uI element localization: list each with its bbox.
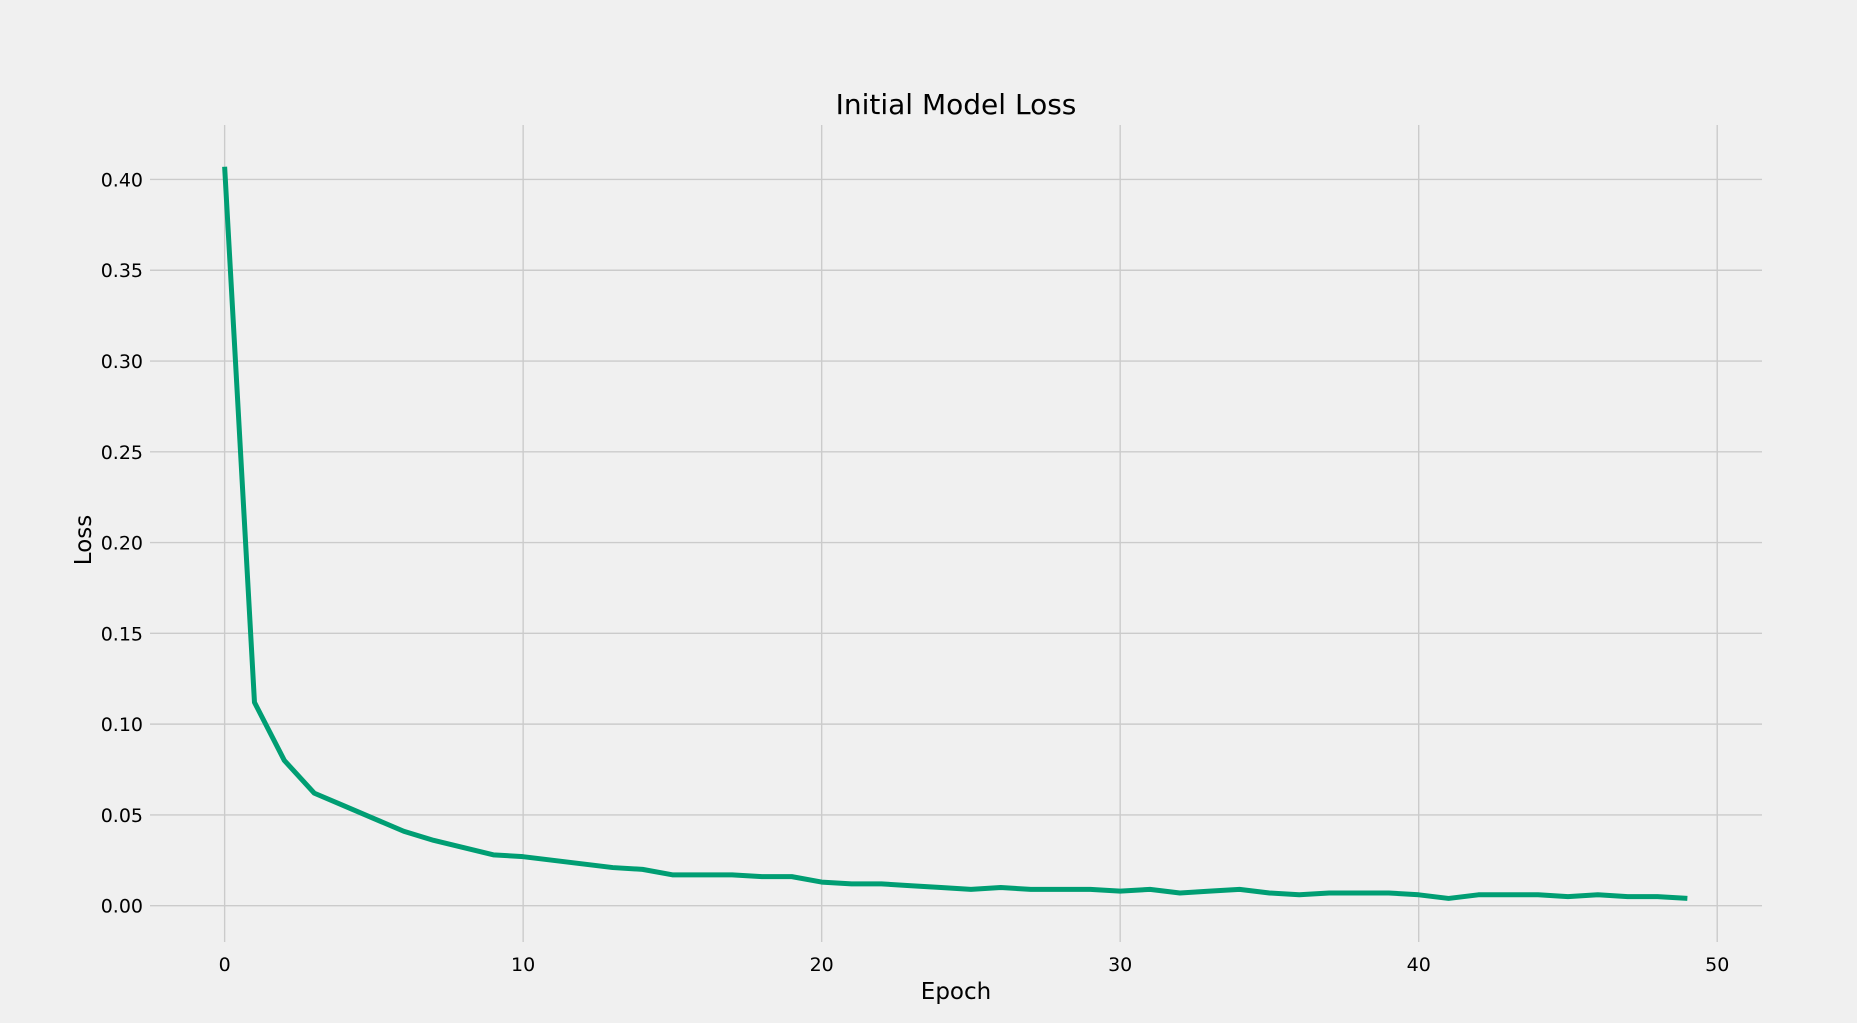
x-tick-label: 10 xyxy=(511,954,535,976)
x-tick-label: 0 xyxy=(219,954,231,976)
y-tick-label: 0.30 xyxy=(101,351,143,373)
x-axis-label: Epoch xyxy=(921,979,991,1005)
y-tick-label: 0.40 xyxy=(101,169,143,191)
y-axis-label: Loss xyxy=(71,515,97,565)
x-tick-label: 40 xyxy=(1407,954,1431,976)
y-tick-label: 0.20 xyxy=(101,533,143,555)
y-tick-label: 0.05 xyxy=(101,805,143,827)
y-tick-label: 0.00 xyxy=(101,896,143,918)
gridlines xyxy=(150,125,1762,942)
x-tick-label: 30 xyxy=(1108,954,1132,976)
chart-title: Initial Model Loss xyxy=(836,88,1077,121)
y-tick-label: 0.35 xyxy=(101,260,143,282)
y-tick-label: 0.25 xyxy=(101,442,143,464)
loss-series-line xyxy=(222,166,1688,901)
y-tick-label: 0.10 xyxy=(101,714,143,736)
y-tick-label: 0.15 xyxy=(101,623,143,645)
tick-labels: 0 10 20 30 40 50 0.00 0.05 0.10 0.15 0.20 0.25 0.30 0… xyxy=(101,169,1730,976)
x-tick-label: 20 xyxy=(810,954,834,976)
series-group xyxy=(222,166,1688,901)
x-tick-label: 50 xyxy=(1705,954,1729,976)
